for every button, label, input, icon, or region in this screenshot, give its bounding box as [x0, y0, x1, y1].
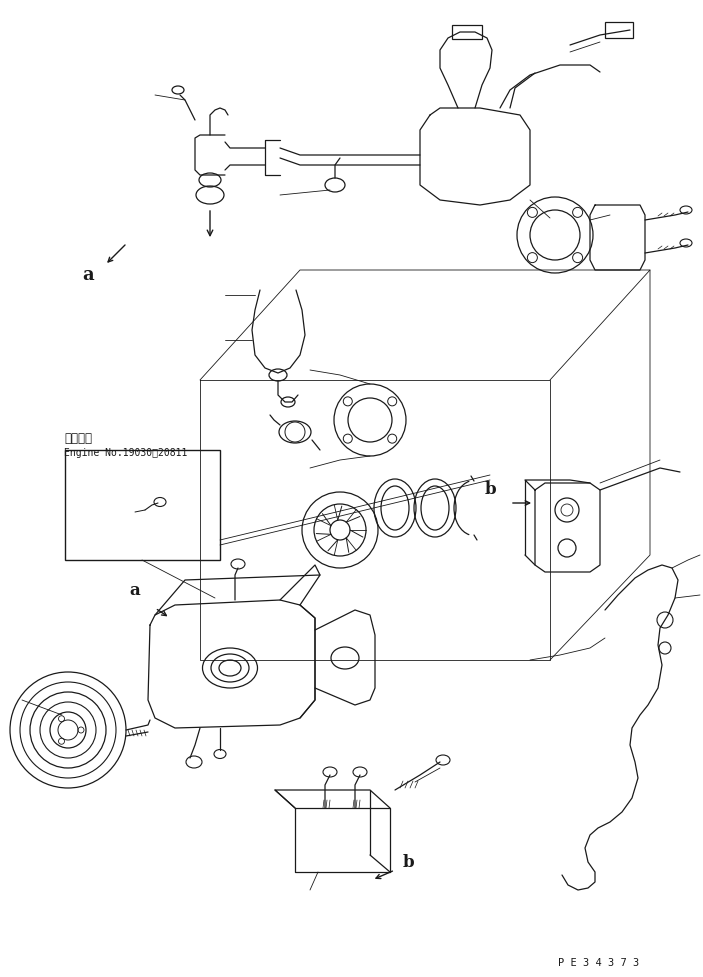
- Text: P E 3 4 3 7 3: P E 3 4 3 7 3: [558, 958, 639, 968]
- Bar: [605, 22, 633, 38]
- Text: a: a: [82, 266, 93, 284]
- Bar: [65, 450, 220, 560]
- Bar: [452, 25, 482, 39]
- Text: b: b: [402, 854, 414, 871]
- Text: 適用号機: 適用号機: [64, 432, 92, 445]
- Text: a: a: [129, 582, 141, 599]
- Text: Engine No.19030～20811: Engine No.19030～20811: [64, 448, 188, 458]
- Text: b: b: [484, 481, 496, 498]
